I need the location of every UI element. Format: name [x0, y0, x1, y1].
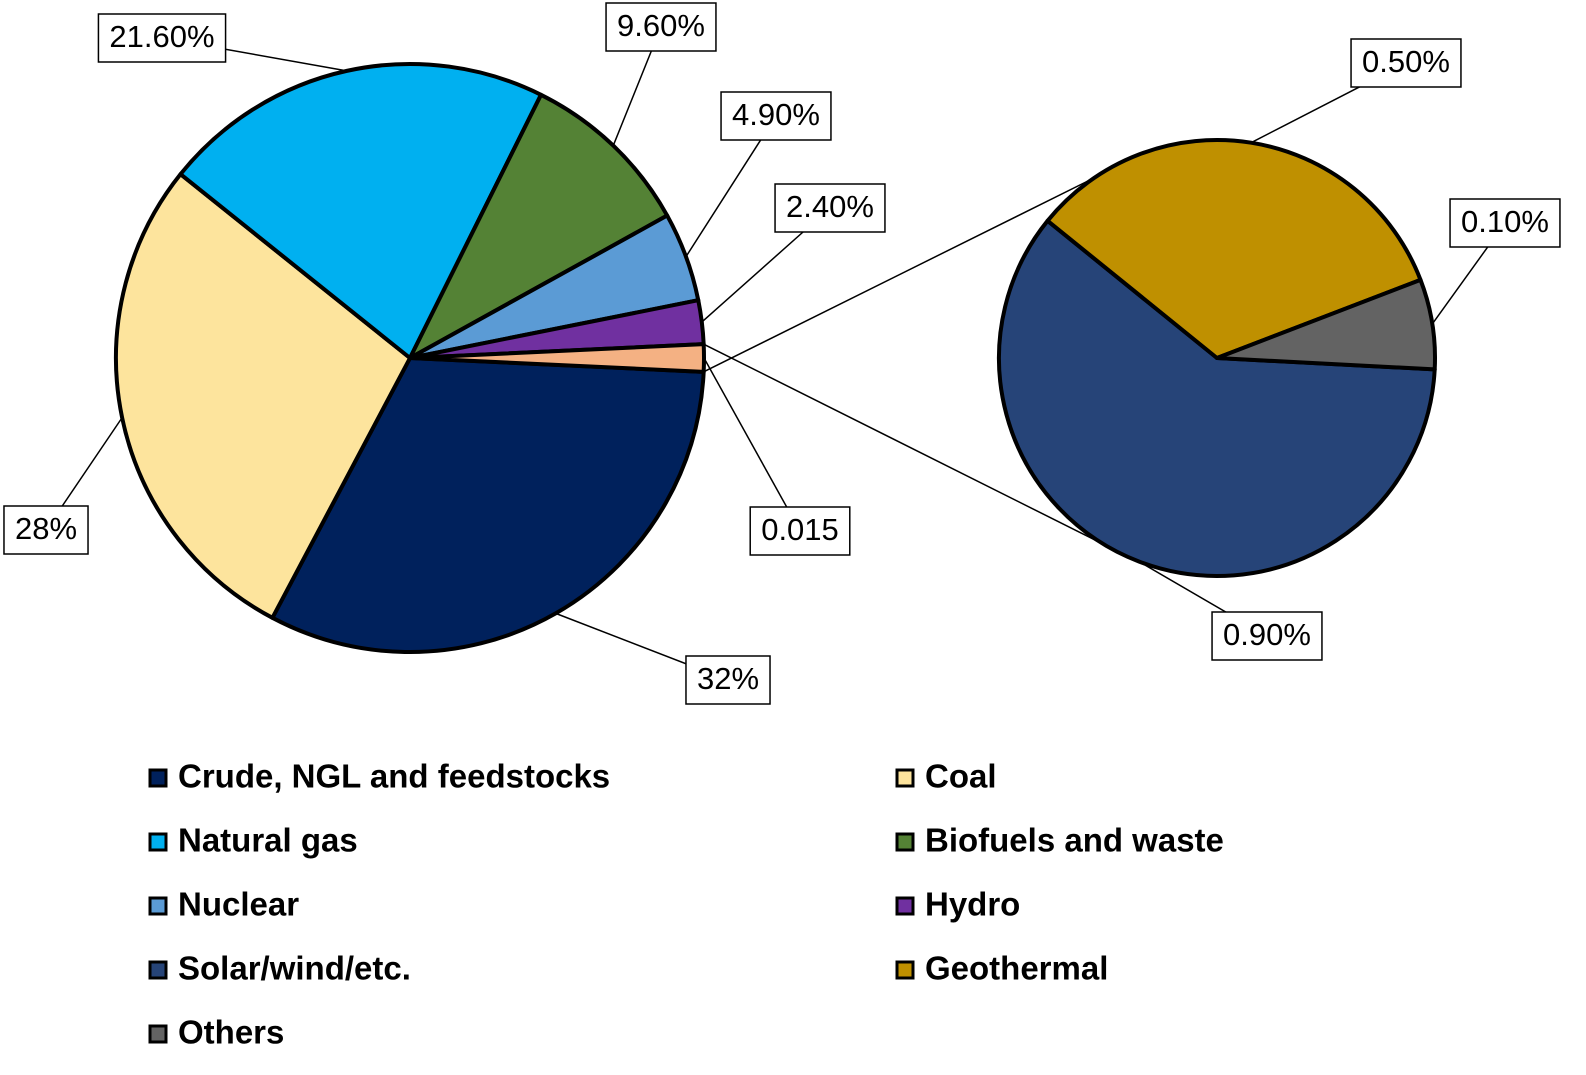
data-label: 0.015: [761, 512, 839, 547]
legend-label: Natural gas: [178, 822, 358, 859]
pie-slice: [1045, 138, 1423, 360]
legend-swatch: [895, 832, 915, 852]
connector-line: [703, 343, 1146, 566]
data-label: 0.90%: [1223, 617, 1311, 652]
label-box: [774, 183, 886, 233]
legend-swatch: [895, 960, 915, 980]
data-label: 32%: [697, 661, 759, 696]
legend-label: Geothermal: [925, 950, 1108, 987]
label-box: [1449, 198, 1561, 248]
pie-slice: [114, 172, 412, 620]
legend-label: Biofuels and waste: [925, 822, 1224, 859]
legend-swatch: [148, 1024, 168, 1044]
legend-swatch: [895, 768, 915, 788]
data-labels: 0.90% 0.50% 0.10%: [1138, 38, 1561, 661]
legend-label: Coal: [925, 758, 997, 795]
label-box: [749, 506, 851, 556]
data-label: 0.10%: [1461, 204, 1549, 239]
legend-label: Others: [178, 1014, 284, 1051]
data-label: 9.60%: [617, 8, 705, 43]
pie-slice: [1215, 277, 1437, 372]
legend-swatch: [148, 768, 168, 788]
label-box: [1350, 38, 1462, 88]
data-labels: 32% 28% 21.60% 9.60% 4.90% 2.40% 0.015: [3, 2, 886, 705]
label-box: [605, 2, 717, 52]
legend-label: Nuclear: [178, 886, 299, 923]
legend: Crude, NGL and feedstocks Coal Natural gas…: [148, 758, 1224, 1051]
data-label: 4.90%: [732, 97, 820, 132]
pie-slice: [997, 218, 1437, 578]
label-box: [685, 655, 771, 705]
data-label: 28%: [15, 511, 77, 546]
label-box: [1211, 611, 1323, 661]
leader-line: [703, 357, 801, 532]
label-box: [3, 505, 89, 555]
legend-label: Crude, NGL and feedstocks: [178, 758, 610, 795]
data-label: 2.40%: [786, 189, 874, 224]
label-box: [720, 91, 832, 141]
pie-slice: [408, 92, 670, 360]
connector-line: [703, 175, 1099, 373]
legend-swatch: [895, 896, 915, 916]
legend-swatch: [148, 832, 168, 852]
data-label: 0.50%: [1362, 44, 1450, 79]
legend-swatch: [148, 960, 168, 980]
data-label: 21.60%: [109, 19, 214, 54]
legend-label: Solar/wind/etc.: [178, 950, 411, 987]
legend-label: Hydro: [925, 886, 1020, 923]
label-box: [97, 13, 227, 63]
legend-swatch: [148, 896, 168, 916]
